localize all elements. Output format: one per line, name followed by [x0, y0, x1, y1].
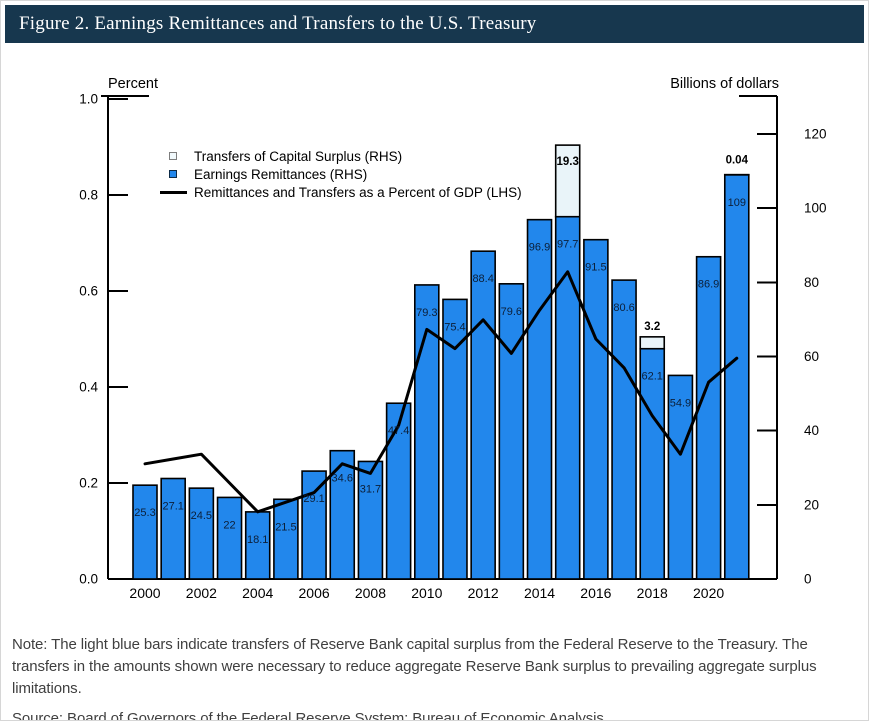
bar-2011 — [442, 298, 468, 580]
x-tick-label: 2010 — [411, 585, 442, 601]
bar-2021 — [723, 173, 750, 580]
bar-2009 — [385, 402, 412, 580]
bar-value-label: 88.4 — [472, 273, 493, 285]
figure-source: Source: Board of Governors of the Federa… — [12, 710, 604, 721]
right-tick-label: 60 — [804, 349, 819, 364]
x-tick-label: 2004 — [242, 585, 273, 601]
right-tick-label: 80 — [804, 275, 819, 290]
bar-value-label: 62.1 — [642, 371, 663, 383]
legend-item-gdp-line: Remittances and Transfers as a Percent o… — [156, 183, 522, 201]
bar-2016 — [583, 238, 609, 580]
bar-value-label: 80.6 — [613, 302, 634, 314]
bar-value-label: 21.5 — [275, 521, 296, 533]
chart-canvas: 0.0 0.2 0.4 0.6 0.8 1.0 0 20 40 60 80 100 120 Percent… — [79, 76, 827, 601]
bar-2004 — [244, 511, 271, 580]
bar-2005 — [273, 498, 299, 580]
bar-value-label: 34.6 — [332, 473, 353, 485]
right-tick-label: 40 — [804, 423, 819, 438]
bar-value-label: 91.5 — [585, 262, 606, 274]
figure-note: Note: The light blue bars indicate trans… — [12, 636, 817, 697]
transfer-cap-2018 — [639, 336, 666, 350]
right-tick-label: 0 — [804, 572, 812, 587]
bar-value-label: 29.1 — [303, 493, 324, 505]
bar-2012 — [470, 250, 496, 580]
bar-2017 — [611, 279, 637, 580]
legend-label: Remittances and Transfers as a Percent o… — [194, 184, 522, 200]
bar-2020 — [695, 255, 722, 580]
bar-value-label: 25.3 — [134, 507, 155, 519]
left-tick-label: 0.6 — [79, 284, 98, 299]
right-tick-label: 120 — [804, 127, 827, 142]
left-tick-label: 0.4 — [79, 380, 98, 395]
transfer-value-label: 0.04 — [726, 155, 749, 167]
bar-value-label: 109 — [728, 197, 746, 209]
bar-2000 — [132, 484, 158, 580]
bar-2014 — [526, 218, 553, 580]
bar-2007 — [329, 449, 356, 580]
bar-value-label: 79.6 — [501, 306, 522, 318]
legend-item-earnings: Earnings Remittances (RHS) — [156, 165, 522, 183]
bar-value-label: 97.7 — [557, 239, 578, 251]
gdp-line-swatch-icon — [159, 190, 187, 194]
bar-2018 — [639, 347, 666, 580]
bar-value-label: 96.9 — [529, 242, 550, 254]
bar-2015 — [554, 215, 581, 580]
gdp-percent-line — [143, 270, 739, 514]
bar-value-label: 79.3 — [416, 307, 437, 319]
legend-label: Earnings Remittances (RHS) — [194, 166, 368, 182]
bar-2019 — [667, 374, 694, 580]
bar-2002 — [188, 487, 215, 580]
x-tick-label: 2018 — [637, 585, 668, 601]
left-tick-label: 0.8 — [79, 188, 98, 203]
left-tick-label: 1.0 — [79, 92, 98, 107]
bar-value-label: 24.5 — [191, 510, 212, 522]
legend-label: Transfers of Capital Surplus (RHS) — [194, 148, 403, 164]
bar-2006 — [301, 470, 327, 580]
left-tick-label: 0.0 — [79, 572, 98, 587]
left-axis-title: Percent — [108, 76, 158, 92]
bar-value-label: 22 — [223, 519, 235, 531]
bar-2001 — [160, 477, 186, 580]
transfer-value-label: 3.2 — [644, 321, 660, 333]
x-tick-label: 2020 — [693, 585, 724, 601]
right-tick-label: 100 — [804, 201, 827, 216]
bar-2013 — [498, 283, 525, 580]
bar-value-label: 31.7 — [360, 483, 381, 495]
transfers-swatch-icon — [169, 152, 177, 160]
bar-value-label: 75.4 — [444, 321, 465, 333]
earnings-swatch-icon — [169, 170, 177, 178]
x-tick-label: 2000 — [129, 585, 160, 601]
x-tick-label: 2016 — [580, 585, 611, 601]
right-tick-label: 20 — [804, 497, 819, 512]
figure-title: Figure 2. Earnings Remittances and Trans… — [19, 13, 537, 34]
bar-value-label: 27.1 — [162, 501, 183, 513]
x-tick-label: 2002 — [186, 585, 217, 601]
bar-value-label: 18.1 — [247, 534, 268, 546]
bar-value-label: 47.4 — [388, 425, 409, 437]
legend-item-transfers: Transfers of Capital Surplus (RHS) — [156, 147, 522, 165]
transfer-value-label: 19.3 — [557, 156, 579, 168]
bar-value-label: 54.9 — [670, 397, 691, 409]
x-tick-label: 2008 — [355, 585, 386, 601]
transfer-cap-2015 — [554, 144, 581, 218]
x-tick-label: 2006 — [299, 585, 330, 601]
x-tick-label: 2014 — [524, 585, 555, 601]
bar-2008 — [357, 460, 384, 580]
figure-title-bar: Figure 2. Earnings Remittances and Trans… — [5, 5, 864, 43]
x-tick-label: 2012 — [468, 585, 499, 601]
chart-legend: Transfers of Capital Surplus (RHS) Earni… — [156, 147, 522, 201]
left-tick-label: 0.2 — [79, 476, 98, 491]
bar-value-label: 86.9 — [698, 279, 719, 291]
bar-2003 — [216, 496, 243, 580]
right-axis-title: Billions of dollars — [670, 76, 779, 92]
